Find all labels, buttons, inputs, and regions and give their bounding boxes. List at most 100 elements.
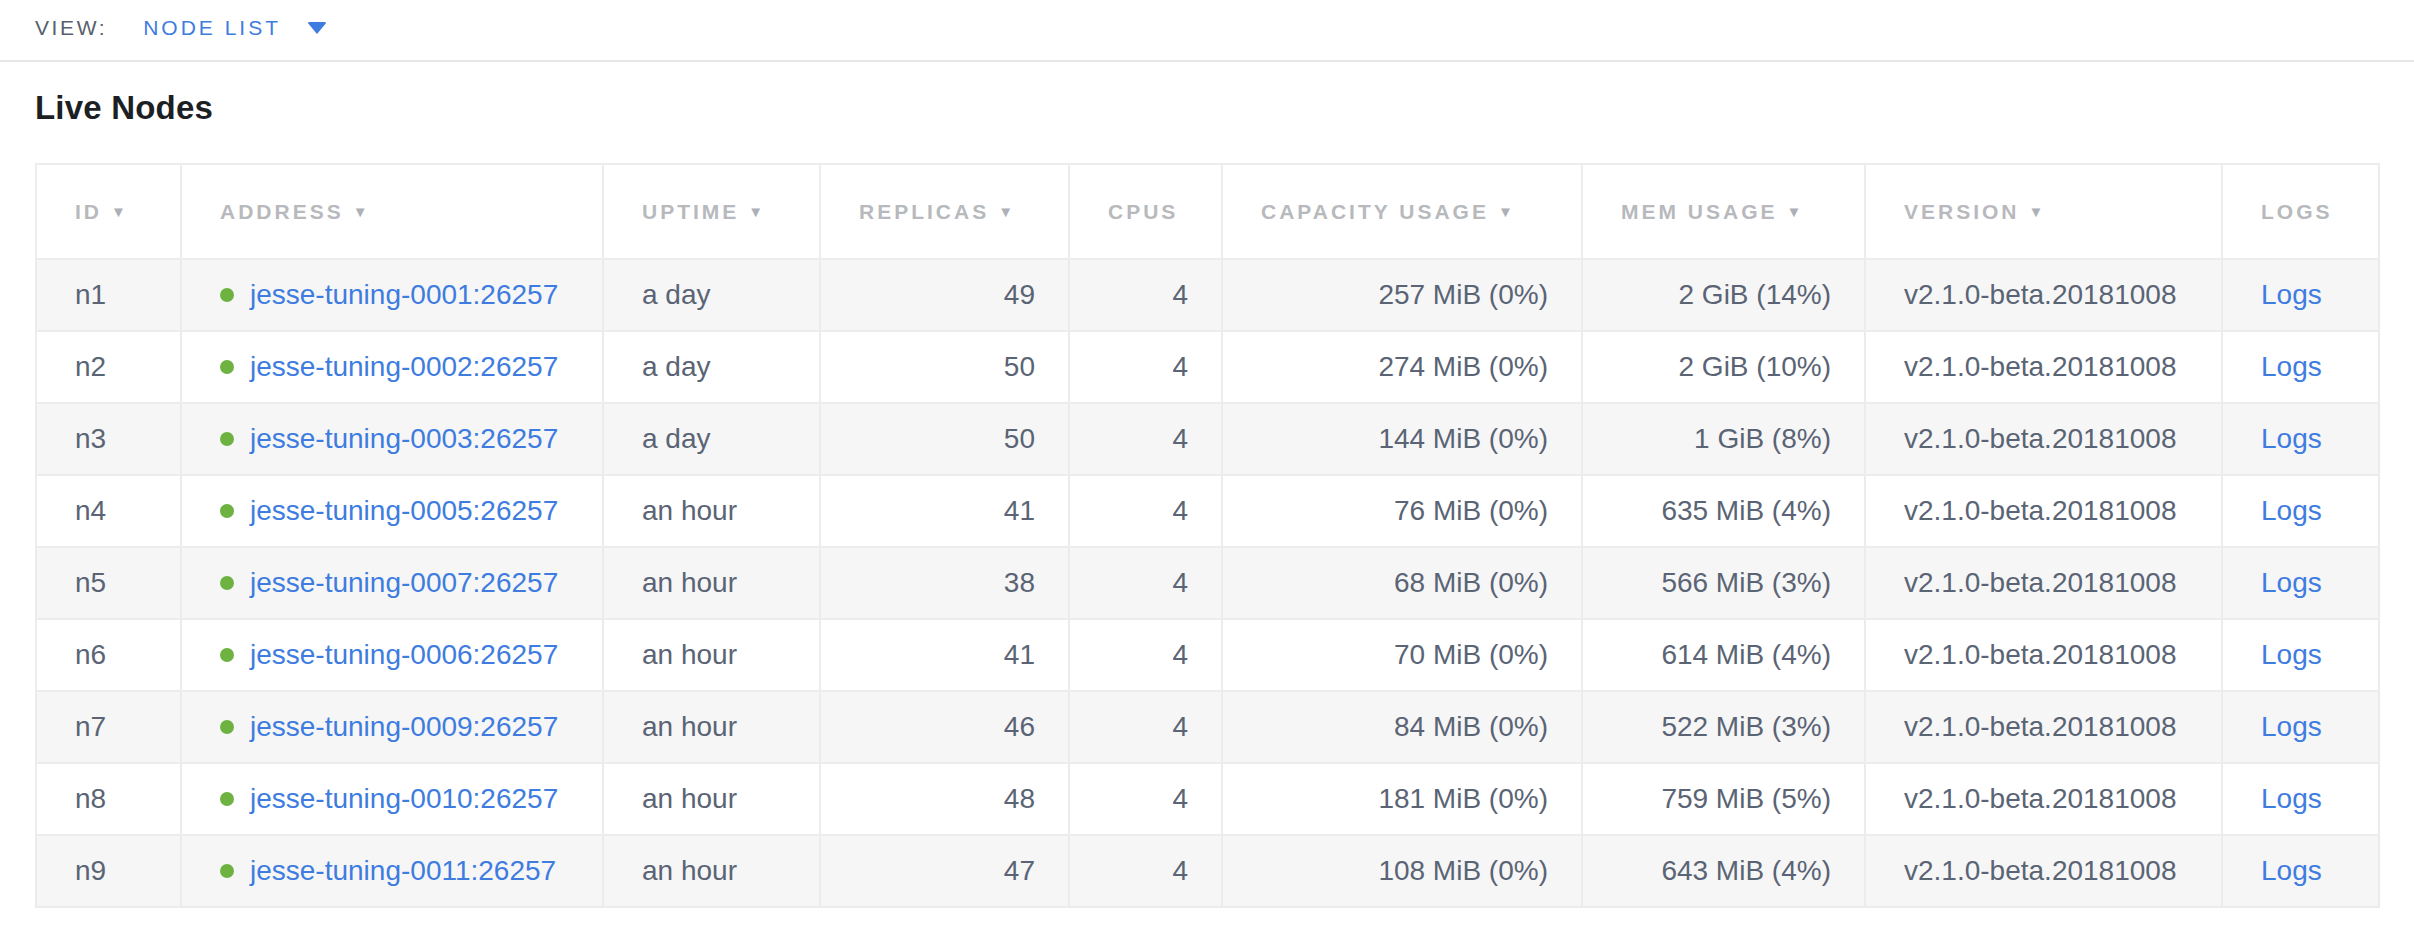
cell-node-id: n8 [36,763,181,835]
node-status-healthy-icon [220,432,234,446]
address-link[interactable]: jesse-tuning-0003:26257 [250,423,558,454]
node-status-healthy-icon [220,360,234,374]
logs-link[interactable]: Logs [2261,711,2322,742]
address-link[interactable]: jesse-tuning-0005:26257 [250,495,558,526]
cell-mem-usage: 2 GiB (10%) [1582,331,1865,403]
cell-address: jesse-tuning-0001:26257 [181,259,603,331]
cell-capacity-usage: 181 MiB (0%) [1222,763,1582,835]
cell-replicas: 46 [820,691,1069,763]
cell-cpus: 4 [1069,835,1222,907]
logs-link[interactable]: Logs [2261,639,2322,670]
cell-capacity-usage: 257 MiB (0%) [1222,259,1582,331]
address-link[interactable]: jesse-tuning-0009:26257 [250,711,558,742]
cell-address: jesse-tuning-0006:26257 [181,619,603,691]
cell-version: v2.1.0-beta.20181008 [1865,691,2222,763]
cell-logs: Logs [2222,835,2379,907]
cell-capacity-usage: 84 MiB (0%) [1222,691,1582,763]
column-header-version[interactable]: VERSION▼ [1865,164,2222,259]
node-status-healthy-icon [220,504,234,518]
cell-address: jesse-tuning-0005:26257 [181,475,603,547]
logs-link[interactable]: Logs [2261,495,2322,526]
logs-link[interactable]: Logs [2261,855,2322,886]
cell-address: jesse-tuning-0003:26257 [181,403,603,475]
chevron-down-icon [307,22,327,34]
column-header-replicas[interactable]: REPLICAS▼ [820,164,1069,259]
column-header-capacity[interactable]: CAPACITY USAGE▼ [1222,164,1582,259]
view-bar: VIEW: NODE LIST [0,0,2414,62]
cell-replicas: 50 [820,331,1069,403]
node-status-healthy-icon [220,720,234,734]
table-row: n4 jesse-tuning-0005:26257 an hour 41 4 … [36,475,2379,547]
cell-replicas: 38 [820,547,1069,619]
cell-mem-usage: 759 MiB (5%) [1582,763,1865,835]
cell-mem-usage: 2 GiB (14%) [1582,259,1865,331]
column-header-uptime[interactable]: UPTIME▼ [603,164,820,259]
column-header-cpus: CPUS [1069,164,1222,259]
cell-capacity-usage: 68 MiB (0%) [1222,547,1582,619]
address-link[interactable]: jesse-tuning-0001:26257 [250,279,558,310]
cell-logs: Logs [2222,547,2379,619]
cell-node-id: n6 [36,619,181,691]
cell-version: v2.1.0-beta.20181008 [1865,547,2222,619]
cell-cpus: 4 [1069,691,1222,763]
sort-desc-icon: ▼ [1787,203,1805,220]
node-status-healthy-icon [220,288,234,302]
cell-logs: Logs [2222,331,2379,403]
address-link[interactable]: jesse-tuning-0007:26257 [250,567,558,598]
cell-mem-usage: 635 MiB (4%) [1582,475,1865,547]
node-status-healthy-icon [220,648,234,662]
sort-desc-icon: ▼ [998,203,1016,220]
cell-cpus: 4 [1069,259,1222,331]
cell-logs: Logs [2222,475,2379,547]
cell-capacity-usage: 108 MiB (0%) [1222,835,1582,907]
logs-link[interactable]: Logs [2261,279,2322,310]
cell-version: v2.1.0-beta.20181008 [1865,619,2222,691]
cell-uptime: an hour [603,691,820,763]
cell-uptime: an hour [603,619,820,691]
address-link[interactable]: jesse-tuning-0006:26257 [250,639,558,670]
cell-uptime: a day [603,403,820,475]
cell-node-id: n9 [36,835,181,907]
cell-replicas: 49 [820,259,1069,331]
cell-version: v2.1.0-beta.20181008 [1865,763,2222,835]
sort-desc-icon: ▼ [353,203,371,220]
cell-replicas: 47 [820,835,1069,907]
column-header-address[interactable]: ADDRESS▼ [181,164,603,259]
cell-replicas: 41 [820,619,1069,691]
logs-link[interactable]: Logs [2261,783,2322,814]
cell-cpus: 4 [1069,331,1222,403]
cell-version: v2.1.0-beta.20181008 [1865,259,2222,331]
cell-uptime: an hour [603,763,820,835]
cell-logs: Logs [2222,403,2379,475]
view-selector-value: NODE LIST [143,16,281,40]
node-status-healthy-icon [220,576,234,590]
view-label: VIEW: [35,16,107,40]
cell-version: v2.1.0-beta.20181008 [1865,403,2222,475]
cell-replicas: 48 [820,763,1069,835]
cell-cpus: 4 [1069,475,1222,547]
table-row: n5 jesse-tuning-0007:26257 an hour 38 4 … [36,547,2379,619]
address-link[interactable]: jesse-tuning-0010:26257 [250,783,558,814]
view-selector-dropdown[interactable]: NODE LIST [143,16,327,40]
cell-logs: Logs [2222,763,2379,835]
sort-desc-icon: ▼ [748,203,766,220]
column-header-mem[interactable]: MEM USAGE▼ [1582,164,1865,259]
column-header-id[interactable]: ID▼ [36,164,181,259]
logs-link[interactable]: Logs [2261,423,2322,454]
logs-link[interactable]: Logs [2261,351,2322,382]
logs-link[interactable]: Logs [2261,567,2322,598]
header-row: ID▼ADDRESS▼UPTIME▼REPLICAS▼CPUSCAPACITY … [36,164,2379,259]
cell-uptime: a day [603,331,820,403]
cell-node-id: n1 [36,259,181,331]
address-link[interactable]: jesse-tuning-0002:26257 [250,351,558,382]
cell-capacity-usage: 76 MiB (0%) [1222,475,1582,547]
cell-cpus: 4 [1069,763,1222,835]
cell-address: jesse-tuning-0007:26257 [181,547,603,619]
cell-replicas: 41 [820,475,1069,547]
cell-logs: Logs [2222,619,2379,691]
cell-mem-usage: 522 MiB (3%) [1582,691,1865,763]
cell-address: jesse-tuning-0011:26257 [181,835,603,907]
address-link[interactable]: jesse-tuning-0011:26257 [250,855,556,886]
table-row: n9 jesse-tuning-0011:26257 an hour 47 4 … [36,835,2379,907]
cell-address: jesse-tuning-0002:26257 [181,331,603,403]
